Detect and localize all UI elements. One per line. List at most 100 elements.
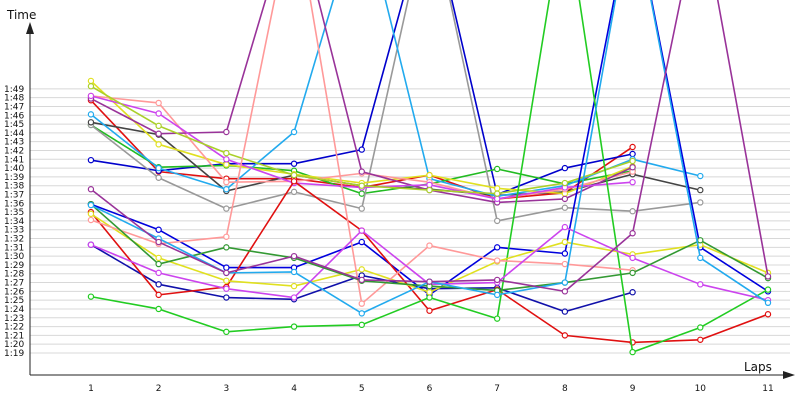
y-tick-label: 1:21	[4, 331, 24, 341]
data-point	[697, 281, 704, 288]
x-tick-label: 8	[562, 384, 568, 394]
y-tick-label: 1:31	[4, 243, 24, 253]
data-point	[426, 242, 433, 249]
data-point	[155, 291, 162, 299]
y-tick-label: 1:23	[4, 314, 24, 324]
data-point	[561, 195, 569, 203]
y-axis-title: Time	[6, 8, 36, 22]
x-tick-label: 6	[427, 384, 433, 394]
series-layer	[87, 0, 772, 356]
data-point	[223, 328, 230, 336]
data-point	[223, 178, 230, 186]
data-point	[155, 164, 162, 172]
data-point	[87, 216, 95, 224]
y-tick-label: 1:34	[4, 217, 24, 227]
data-point	[223, 269, 230, 277]
y-tick-label: 1:24	[4, 305, 24, 315]
data-point	[87, 210, 95, 218]
series-line	[90, 0, 769, 315]
data-point	[629, 143, 636, 151]
data-point	[561, 179, 569, 187]
x-tick-label: 9	[630, 384, 636, 394]
y-tick-label: 1:36	[4, 199, 24, 209]
data-point	[493, 185, 501, 192]
y-tick-label: 1:43	[4, 138, 24, 148]
data-point	[697, 324, 704, 331]
y-tick-label: 1:41	[4, 155, 24, 165]
data-point	[358, 321, 365, 329]
data-point	[290, 160, 298, 167]
data-point	[87, 156, 95, 164]
y-tick-label: 1:19	[4, 349, 24, 359]
series-13	[87, 0, 772, 299]
y-tick-label: 1:32	[4, 235, 24, 245]
series-line	[90, 85, 633, 195]
data-point	[223, 294, 230, 301]
data-point	[223, 161, 230, 168]
x-axis-title: Laps	[744, 360, 772, 374]
y-tick-label: 1:20	[4, 340, 24, 350]
data-point	[426, 294, 433, 301]
data-point	[223, 285, 230, 292]
data-point	[629, 150, 636, 158]
data-point	[87, 119, 95, 126]
series-11	[87, 83, 636, 197]
data-point	[493, 244, 501, 251]
y-tick-label: 1:47	[4, 102, 24, 112]
data-point	[629, 348, 636, 356]
data-point	[629, 164, 636, 171]
data-point	[561, 332, 569, 339]
data-point	[155, 110, 162, 117]
data-point	[561, 164, 569, 172]
x-tick-label: 11	[762, 384, 773, 394]
data-point	[629, 208, 636, 215]
y-tick-label: 1:38	[4, 182, 24, 192]
data-point	[358, 190, 365, 197]
data-point	[358, 266, 365, 273]
data-point	[358, 205, 365, 212]
data-point	[629, 269, 636, 277]
y-tick-label: 1:28	[4, 270, 24, 280]
data-point	[358, 276, 365, 284]
y-tick-label: 1:46	[4, 111, 24, 121]
data-point	[155, 174, 162, 181]
y-tick-label: 1:22	[4, 323, 24, 333]
data-point	[155, 122, 162, 130]
data-point	[493, 276, 501, 284]
x-tick-label: 1	[88, 384, 94, 394]
axes	[26, 22, 795, 379]
x-tick-label: 4	[291, 384, 297, 394]
data-point	[426, 171, 433, 179]
data-point	[561, 250, 569, 257]
data-point	[223, 149, 230, 157]
series-line	[90, 0, 701, 222]
y-tick-label: 1:42	[4, 146, 24, 156]
data-point	[290, 178, 298, 185]
data-point	[155, 305, 162, 313]
data-point	[290, 252, 298, 260]
y-tick-label: 1:45	[4, 120, 24, 130]
data-point	[87, 201, 95, 209]
y-tick-labels: 1:191:201:211:221:231:241:251:261:271:28…	[4, 85, 24, 359]
data-point	[223, 264, 230, 271]
data-point	[87, 83, 95, 90]
data-point	[426, 278, 433, 285]
y-tick-label: 1:48	[4, 94, 24, 104]
data-point	[87, 241, 95, 248]
data-point	[290, 323, 298, 330]
data-point	[155, 238, 162, 246]
y-tick-label: 1:44	[4, 129, 24, 139]
series-15	[87, 0, 772, 356]
data-point	[561, 308, 569, 315]
x-axis-arrow	[783, 371, 795, 379]
data-point	[155, 269, 162, 277]
data-point	[426, 181, 433, 189]
data-point	[493, 195, 501, 203]
x-tick-label: 10	[695, 384, 707, 394]
data-point	[697, 199, 704, 206]
data-point	[764, 273, 772, 280]
series-7	[87, 77, 636, 197]
data-point	[358, 168, 365, 175]
data-point	[426, 186, 433, 194]
